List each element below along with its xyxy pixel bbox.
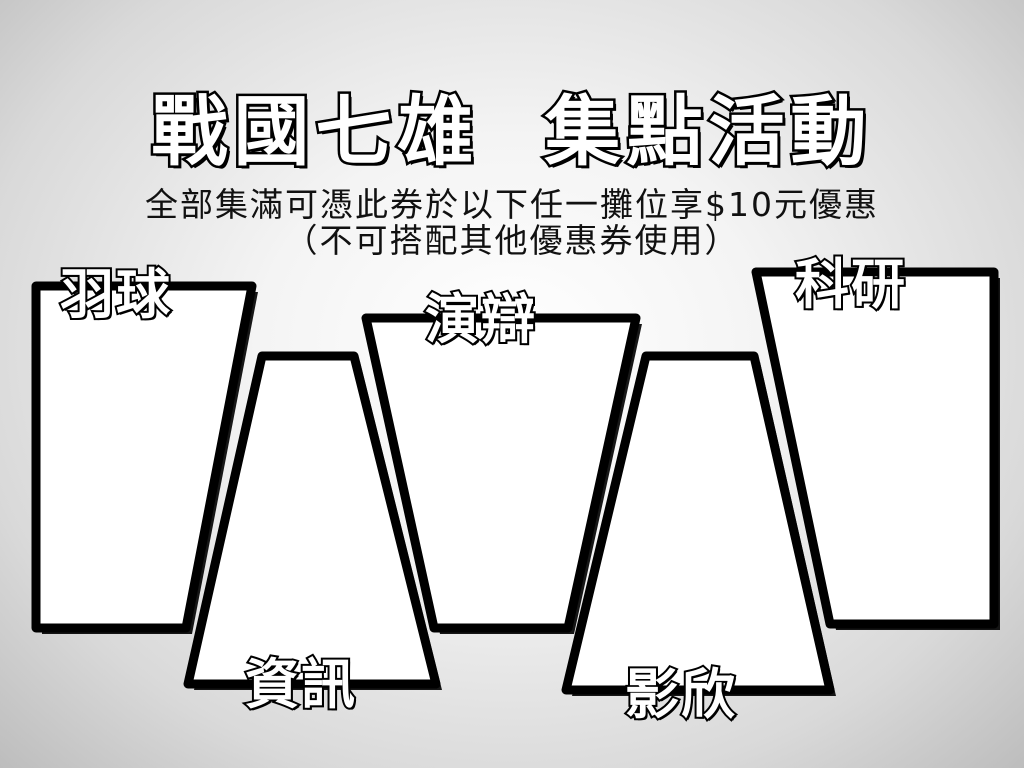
offer-restriction-text: （不可搭配其他優惠券使用） <box>284 221 740 260</box>
event-title: 戰國七雄 集點活動 <box>149 85 873 179</box>
stall-label-science: 科研 <box>793 251 907 318</box>
stall-label-film: 影欣 <box>623 661 737 728</box>
stall-label-debate: 演辯 <box>423 286 537 353</box>
stamp-box-info <box>183 351 441 689</box>
stamp-box-badminton <box>31 281 257 633</box>
stall-label-info: 資訊 <box>243 651 357 718</box>
stamp-box-debate <box>361 313 641 633</box>
offer-text: 全部集滿可憑此券於以下任一攤位享$10元優惠 <box>145 185 879 224</box>
stall-label-badminton: 羽球 <box>58 261 172 328</box>
stamp-box-film <box>561 351 835 695</box>
stamp-box-science <box>751 267 999 629</box>
